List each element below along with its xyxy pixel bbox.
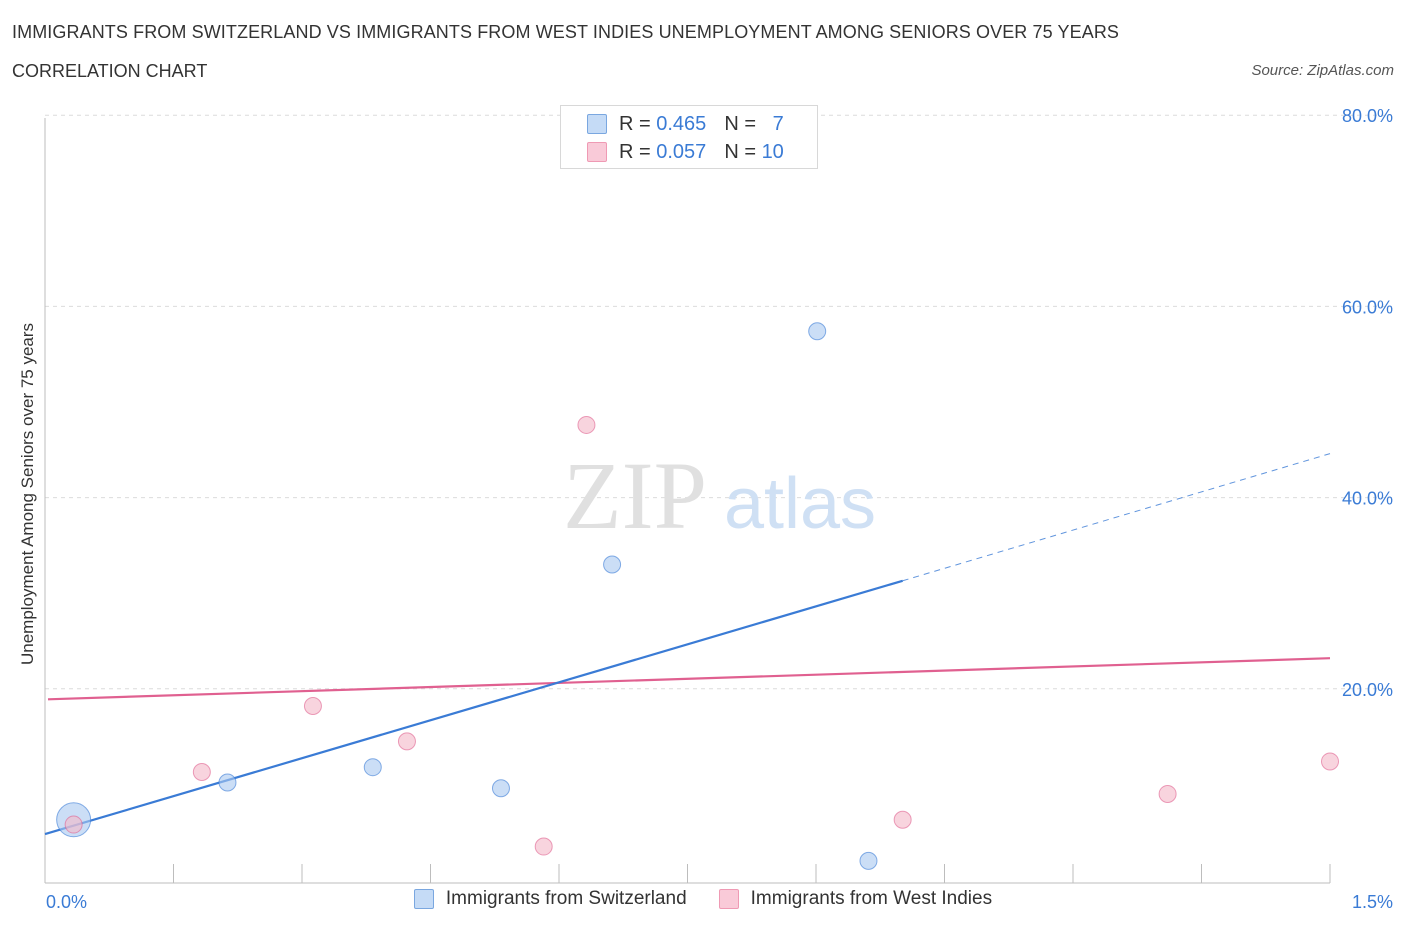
point-west-indies [534,837,553,856]
data-points [56,121,1339,870]
axes [44,118,1331,884]
source-label: Source: ZipAtlas.com [1251,62,1394,79]
point-west-indies [397,732,416,751]
legend-item-switzerland: Immigrants from Switzerland [413,888,687,910]
legend-swatch-switzerland [587,114,607,134]
point-switzerland [603,555,622,574]
watermark-zip: ZIP [563,442,707,549]
chart-title: IMMIGRANTS FROM SWITZERLAND VS IMMIGRANT… [12,22,1120,42]
x-tick-label: 1.5% [1352,892,1393,912]
legend-swatch-west-indies [587,142,607,162]
chart-subtitle: CORRELATION CHART [12,61,208,81]
legend-swatch-switzerland [413,889,434,909]
legend-r-value: 0.465 [656,112,707,135]
point-west-indies [1158,784,1177,803]
point-west-indies [64,815,83,834]
legend-row-west-indies: R = 0.057 N = 10 [587,139,784,165]
point-switzerland [218,773,237,792]
y-tick-label: 20.0% [1342,680,1393,700]
point-west-indies [577,415,596,434]
trend-line-switzerland [44,579,903,836]
tick-labels: 20.0% 40.0% 60.0% 80.0% 0.0% 1.5% [46,106,1393,912]
stats-legend: R = 0.465 N = 7 R = 0.057 N = 10 [560,105,818,169]
trend-line-switzerland-extension [902,453,1331,582]
legend-n-label: N = [724,112,756,135]
watermark-atlas: atlas [724,464,876,544]
legend-row-switzerland: R = 0.465 N = 7 [587,111,784,137]
point-switzerland [491,779,510,798]
point-switzerland [859,851,878,870]
legend-label-switzerland: Immigrants from Switzerland [445,888,687,909]
trend-lines [44,453,1331,836]
grid-lines [45,114,1392,690]
legend-n-label: N = [724,140,756,163]
x-tick-label: 0.0% [46,892,87,912]
series-legend: Immigrants from Switzerland Immigrants f… [0,888,1406,910]
legend-label-west-indies: Immigrants from West Indies [750,888,993,909]
legend-r-label: R = [619,140,651,163]
y-tick-label: 40.0% [1342,489,1393,509]
legend-r-value: 0.057 [656,140,707,163]
y-axis-label: Unemployment Among Seniors over 75 years [18,322,37,666]
y-tick-label: 60.0% [1342,297,1393,317]
y-tick-label: 80.0% [1342,106,1393,126]
legend-n-value: 7 [772,112,784,135]
trend-line-west-indies [47,657,1331,701]
legend-r-label: R = [619,112,651,135]
point-west-indies [303,697,322,716]
legend-swatch-west-indies [718,889,739,909]
point-switzerland [363,758,382,777]
point-west-indies [192,762,211,781]
point-west-indies [1321,752,1339,771]
point-switzerland [808,322,827,341]
legend-n-value: 10 [761,140,784,163]
legend-item-west-indies: Immigrants from West Indies [718,888,993,910]
point-west-indies [893,810,912,829]
